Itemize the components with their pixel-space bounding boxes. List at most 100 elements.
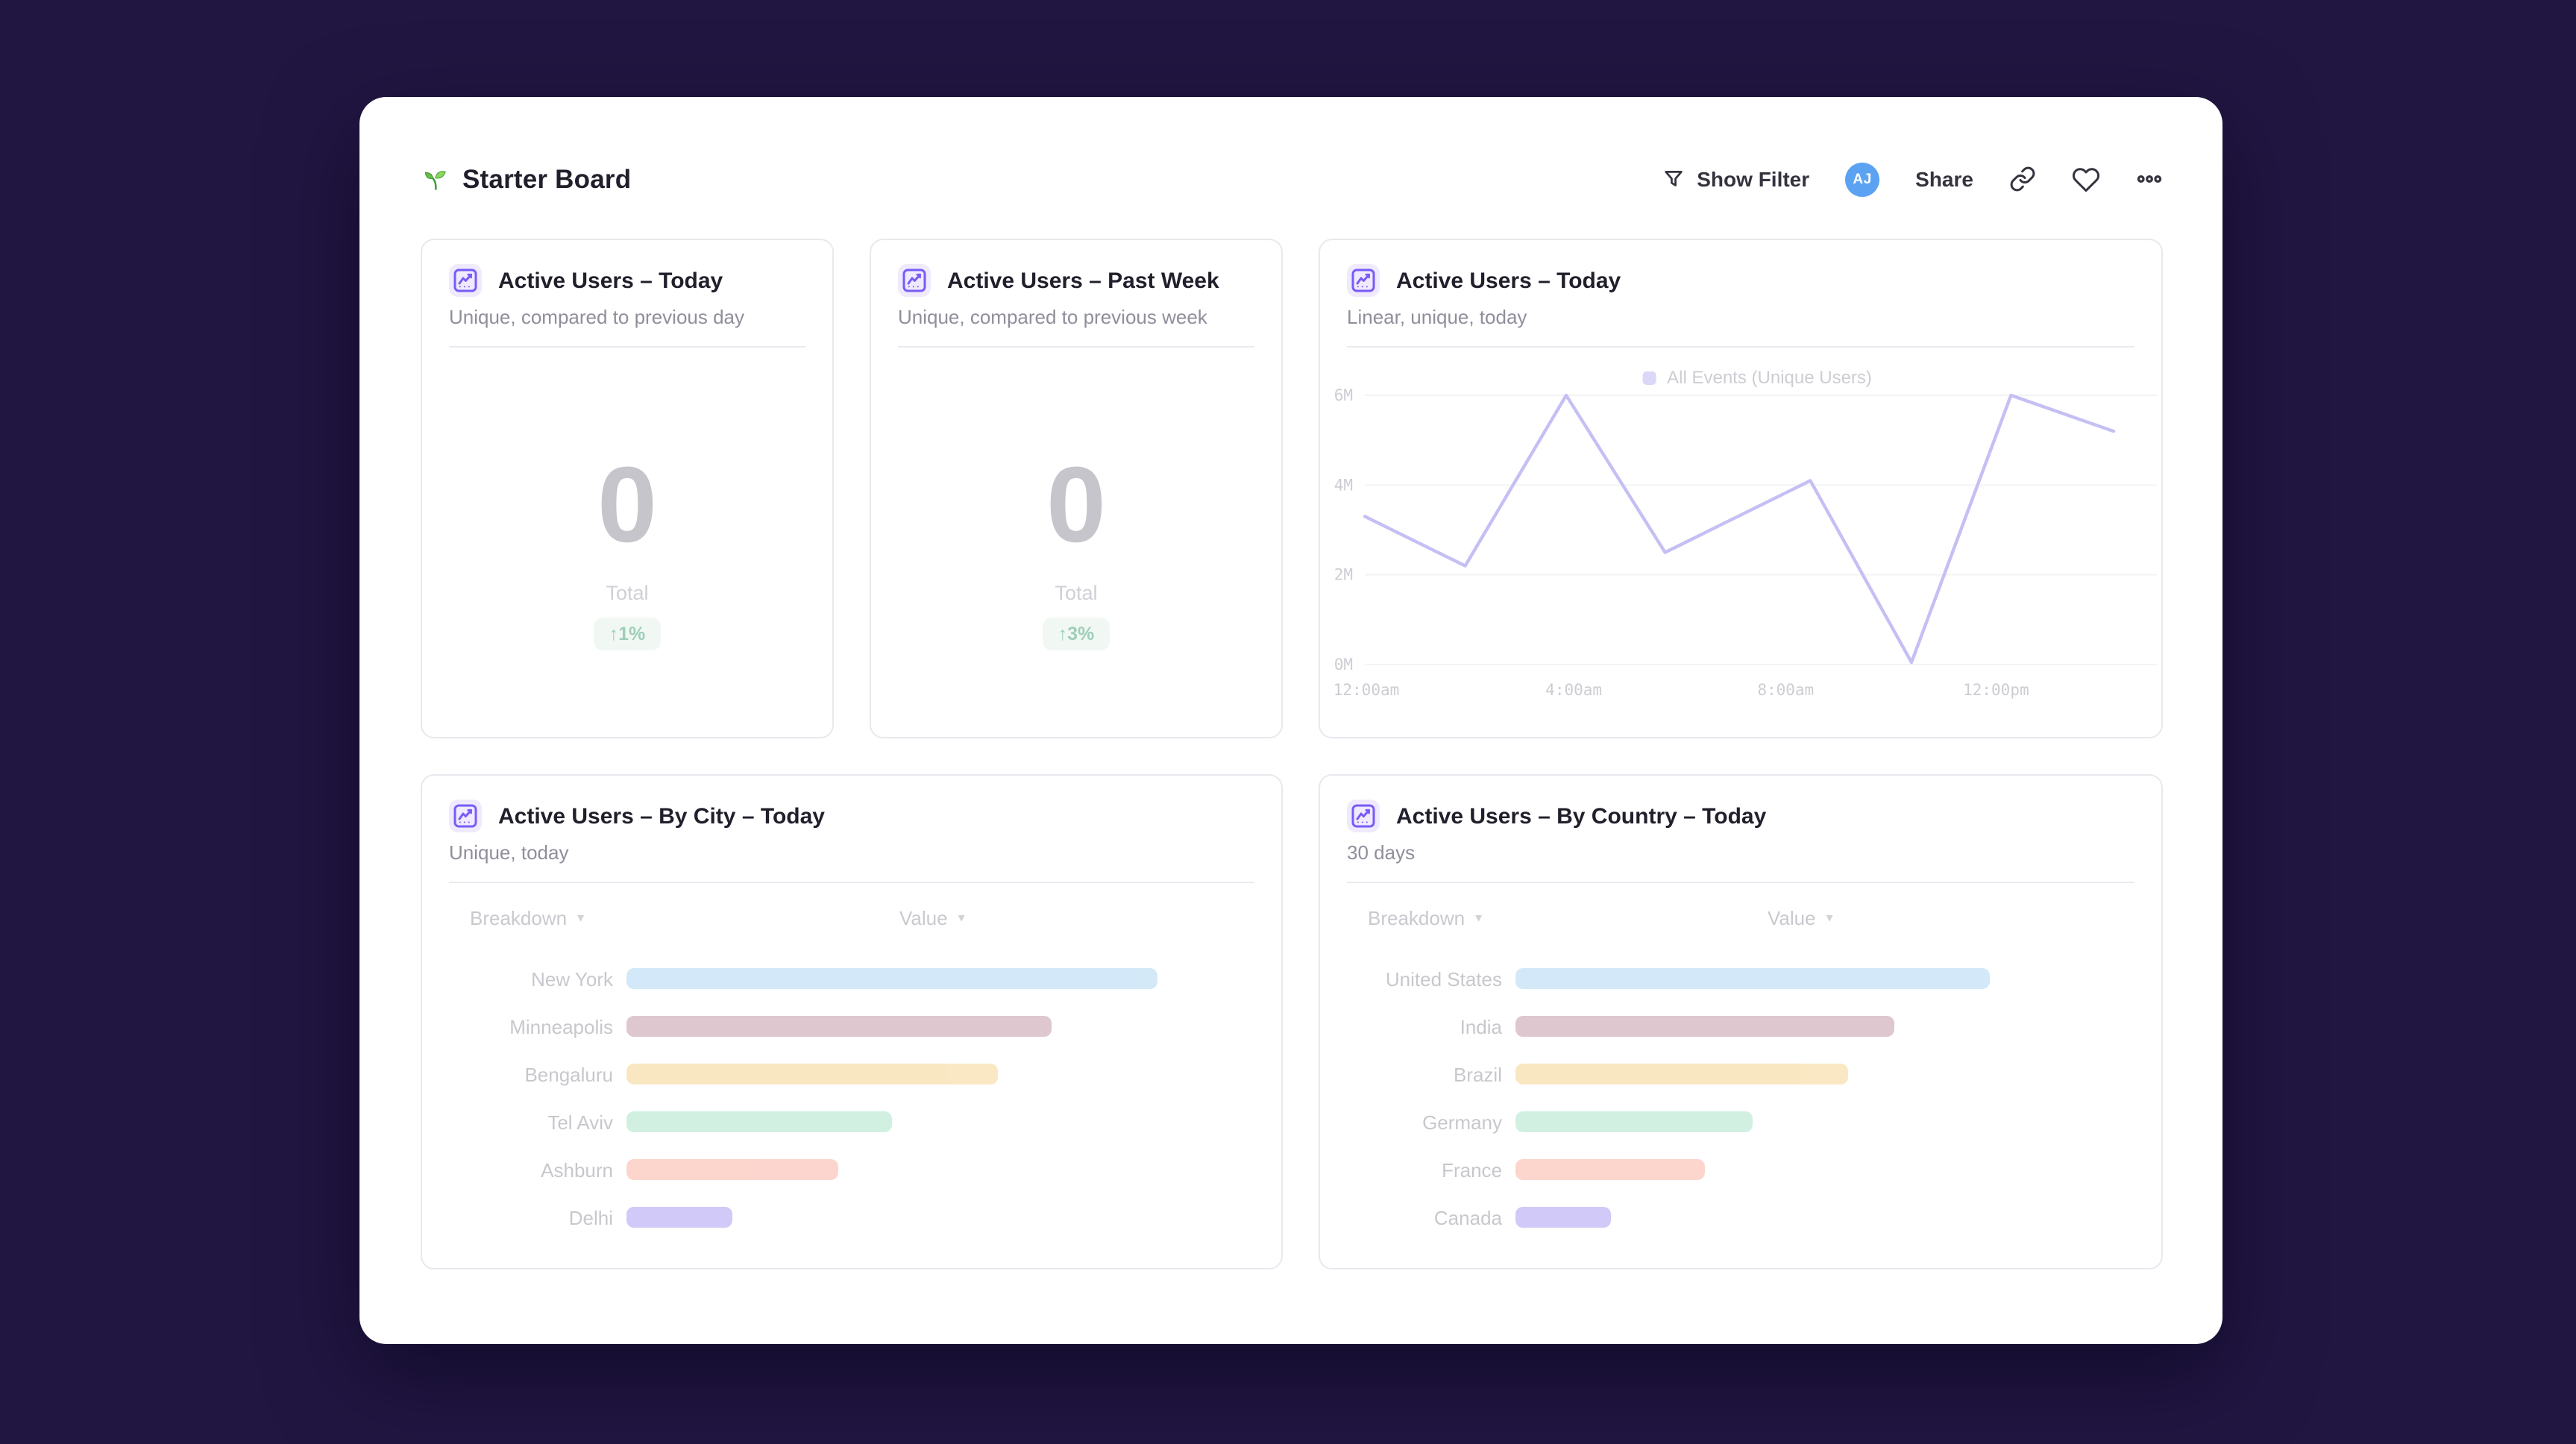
list-item: Ashburn (458, 1146, 1245, 1193)
kpi-value: 0 (597, 446, 658, 565)
more-options-button[interactable] (2136, 166, 2163, 192)
chart-legend[interactable]: All Events (Unique Users) (1643, 367, 1872, 388)
copy-link-button[interactable] (2009, 166, 2036, 192)
value-column-header[interactable]: Value ▾ (1768, 907, 1833, 929)
row-label: Ashburn (541, 1158, 613, 1181)
chevron-down-icon: ▾ (958, 910, 965, 925)
delta-badge: ↑3% (1043, 618, 1110, 651)
list-item: Tel Aviv (458, 1098, 1245, 1146)
kpi-caption: Total (1055, 582, 1098, 605)
list-item: Brazil (1356, 1050, 2126, 1098)
card-subtitle: Unique, compared to previous week (898, 306, 1207, 328)
list-item: Minneapolis (458, 1002, 1245, 1050)
row-label: France (1442, 1158, 1502, 1181)
breakdown-list-body: Breakdown ▾ Value ▾ United States India Br… (1320, 883, 2161, 1241)
kpi-value: 0 (1046, 446, 1107, 565)
chart-body: All Events (Unique Users) 0M 2M 4M 6M 12:00a… (1320, 354, 2161, 704)
card-header: Active Users – By City – Today Unique, t… (422, 776, 1281, 883)
card-title: Active Users – By City – Today (498, 803, 825, 829)
card-grid: Active Users – Today Unique, compared to… (421, 239, 2163, 1269)
divider (449, 346, 805, 348)
list-item: Delhi (458, 1193, 1245, 1241)
value-column-header[interactable]: Value ▾ (899, 907, 965, 929)
y-axis-tick: 4M (1334, 476, 1353, 494)
bar-list: New York Minneapolis Bengaluru Tel Aviv Ashb… (458, 955, 1245, 1241)
row-label: Germany (1422, 1111, 1502, 1133)
bar[interactable] (626, 1158, 839, 1181)
breakdown-column-header[interactable]: Breakdown ▾ (1368, 907, 1482, 929)
line-chart: 0M 2M 4M 6M 12:00am 4:00am 8:00am 12:00pm (1333, 386, 2157, 699)
row-label: Canada (1433, 1206, 1502, 1228)
card-title: Active Users – By Country – Today (1396, 803, 1767, 829)
show-filter-label: Show Filter (1697, 167, 1810, 191)
show-filter-button[interactable]: Show Filter (1661, 167, 1809, 191)
bar[interactable] (626, 1206, 733, 1228)
row-label: United States (1385, 967, 1502, 990)
divider (1347, 346, 2134, 348)
row-label: Delhi (568, 1206, 613, 1228)
card-title: Active Users – Today (1396, 268, 1621, 293)
kpi-body: 0 Total ↑1% (422, 348, 832, 651)
line-chart-icon (1347, 264, 1380, 297)
card-active-users-by-country[interactable]: Active Users – By Country – Today 30 day… (1319, 774, 2163, 1269)
card-active-users-by-city[interactable]: Active Users – By City – Today Unique, t… (421, 774, 1283, 1269)
list-item: France (1356, 1146, 2126, 1193)
avatar[interactable]: AJ (1845, 162, 1880, 196)
breakdown-column-header[interactable]: Breakdown ▾ (470, 907, 584, 929)
value-label: Value (1768, 907, 1816, 929)
list-column-headers: Breakdown ▾ Value ▾ (1356, 901, 2126, 940)
kpi-body: 0 Total ↑3% (871, 348, 1281, 651)
heart-icon (2072, 165, 2100, 193)
card-title: Active Users – Today (498, 268, 723, 293)
share-label: Share (1915, 167, 1973, 191)
bar[interactable] (1515, 967, 1990, 990)
bar-list: United States India Brazil Germany France Can… (1356, 955, 2126, 1241)
x-axis-tick: 4:00am (1545, 681, 1602, 699)
legend-label: All Events (Unique Users) (1667, 367, 1872, 388)
card-active-users-today[interactable]: Active Users – Today Unique, compared to… (421, 239, 834, 738)
card-active-users-past-week[interactable]: Active Users – Past Week Unique, compare… (870, 239, 1283, 738)
row-label: India (1460, 1015, 1502, 1038)
list-item: New York (458, 955, 1245, 1002)
list-item: United States (1356, 955, 2126, 1002)
bar[interactable] (626, 1015, 1052, 1038)
y-axis-tick: 6M (1334, 386, 1353, 404)
list-item: India (1356, 1002, 2126, 1050)
series-line[interactable] (1363, 393, 2116, 665)
filter-funnel-icon (1661, 167, 1685, 191)
x-axis-tick: 12:00pm (1963, 681, 2029, 699)
divider (898, 346, 1254, 348)
card-title: Active Users – Past Week (947, 268, 1219, 293)
card-active-users-today-linear[interactable]: Active Users – Today Linear, unique, tod… (1319, 239, 2163, 738)
row-label: Minneapolis (509, 1015, 613, 1038)
bar[interactable] (1515, 1206, 1611, 1228)
share-button[interactable]: Share (1915, 167, 1973, 191)
card-header: Active Users – Today Linear, unique, tod… (1320, 240, 2161, 348)
divider (449, 882, 1254, 883)
bar[interactable] (1515, 1111, 1753, 1133)
bar[interactable] (626, 967, 1157, 990)
breakdown-label: Breakdown (470, 907, 568, 929)
page-title: Starter Board (462, 163, 632, 193)
delta-badge: ↑1% (594, 618, 661, 651)
bar[interactable] (1515, 1063, 1848, 1085)
card-header: Active Users – Past Week Unique, compare… (871, 240, 1281, 348)
starter-board-panel: Starter Board Show Filter AJ Share (359, 97, 2222, 1344)
more-options-icon (2136, 166, 2163, 192)
copy-link-icon (2009, 166, 2036, 192)
favorite-button[interactable] (2072, 165, 2100, 193)
value-label: Value (899, 907, 948, 929)
row-label: New York (531, 967, 613, 990)
x-axis-tick: 8:00am (1757, 681, 1814, 699)
card-subtitle: Unique, compared to previous day (449, 306, 745, 328)
list-column-headers: Breakdown ▾ Value ▾ (458, 901, 1245, 940)
kpi-caption: Total (606, 582, 649, 605)
bar[interactable] (626, 1063, 999, 1085)
bar[interactable] (1515, 1015, 1895, 1038)
bar[interactable] (626, 1111, 892, 1133)
list-item: Bengaluru (458, 1050, 1245, 1098)
board-actions: Show Filter AJ Share (1661, 162, 2163, 196)
bar[interactable] (1515, 1158, 1706, 1181)
chevron-down-icon: ▾ (1826, 910, 1833, 925)
